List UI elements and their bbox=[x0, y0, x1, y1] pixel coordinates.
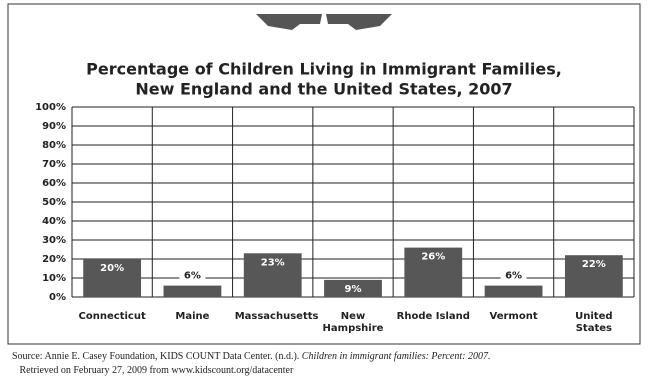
value-label: 9% bbox=[345, 284, 362, 295]
y-tick-label: 30% bbox=[42, 235, 66, 246]
x-tick-label: United States bbox=[575, 311, 613, 334]
frame bbox=[7, 3, 641, 345]
ornament-right bbox=[326, 14, 392, 30]
bar bbox=[324, 279, 382, 297]
y-tick-label: 80% bbox=[42, 140, 66, 151]
bar bbox=[163, 285, 222, 297]
value-label-bg bbox=[500, 268, 527, 281]
value-label: 6% bbox=[184, 271, 201, 282]
y-tick-label: 20% bbox=[42, 254, 66, 265]
bar bbox=[83, 259, 142, 297]
bar bbox=[243, 253, 302, 297]
x-tick-label: Rhode Island bbox=[396, 311, 470, 322]
x-tick-label: Massachusetts bbox=[234, 311, 319, 322]
bar bbox=[404, 247, 463, 297]
source-title: Children in immigrant families: Percent:… bbox=[301, 351, 491, 362]
y-tick-label: 90% bbox=[42, 121, 66, 132]
ornament-left bbox=[256, 14, 322, 30]
y-tick-label: 50% bbox=[42, 197, 66, 208]
value-label: 20% bbox=[100, 263, 124, 274]
value-label: 22% bbox=[582, 259, 606, 270]
value-label: 26% bbox=[421, 252, 445, 263]
y-tick-label: 0% bbox=[49, 292, 66, 303]
y-tick-label: 100% bbox=[35, 102, 66, 113]
x-tick-label: Connecticut bbox=[78, 311, 146, 322]
chart-title: Percentage of Children Living in Immigra… bbox=[86, 60, 562, 79]
value-label: 23% bbox=[261, 257, 285, 268]
bar bbox=[564, 255, 623, 297]
chart-title: New England and the United States, 2007 bbox=[135, 80, 512, 99]
source-text: Source: Annie E. Casey Foundation, KIDS … bbox=[12, 351, 300, 362]
value-label-bg bbox=[179, 268, 206, 281]
bar bbox=[484, 285, 543, 297]
source: Source: Annie E. Casey Foundation, KIDS … bbox=[12, 350, 644, 378]
y-tick-label: 70% bbox=[42, 159, 66, 170]
value-label: 6% bbox=[505, 271, 522, 282]
x-tick-label: Vermont bbox=[489, 311, 538, 322]
x-tick-label: New Hampshire bbox=[322, 311, 384, 334]
y-tick-label: 40% bbox=[42, 216, 66, 227]
x-tick-label: Maine bbox=[175, 311, 210, 322]
source-text: Retrieved on February 27, 2009 from www.… bbox=[19, 365, 294, 376]
y-tick-label: 60% bbox=[42, 178, 66, 189]
y-tick-label: 10% bbox=[42, 273, 66, 284]
